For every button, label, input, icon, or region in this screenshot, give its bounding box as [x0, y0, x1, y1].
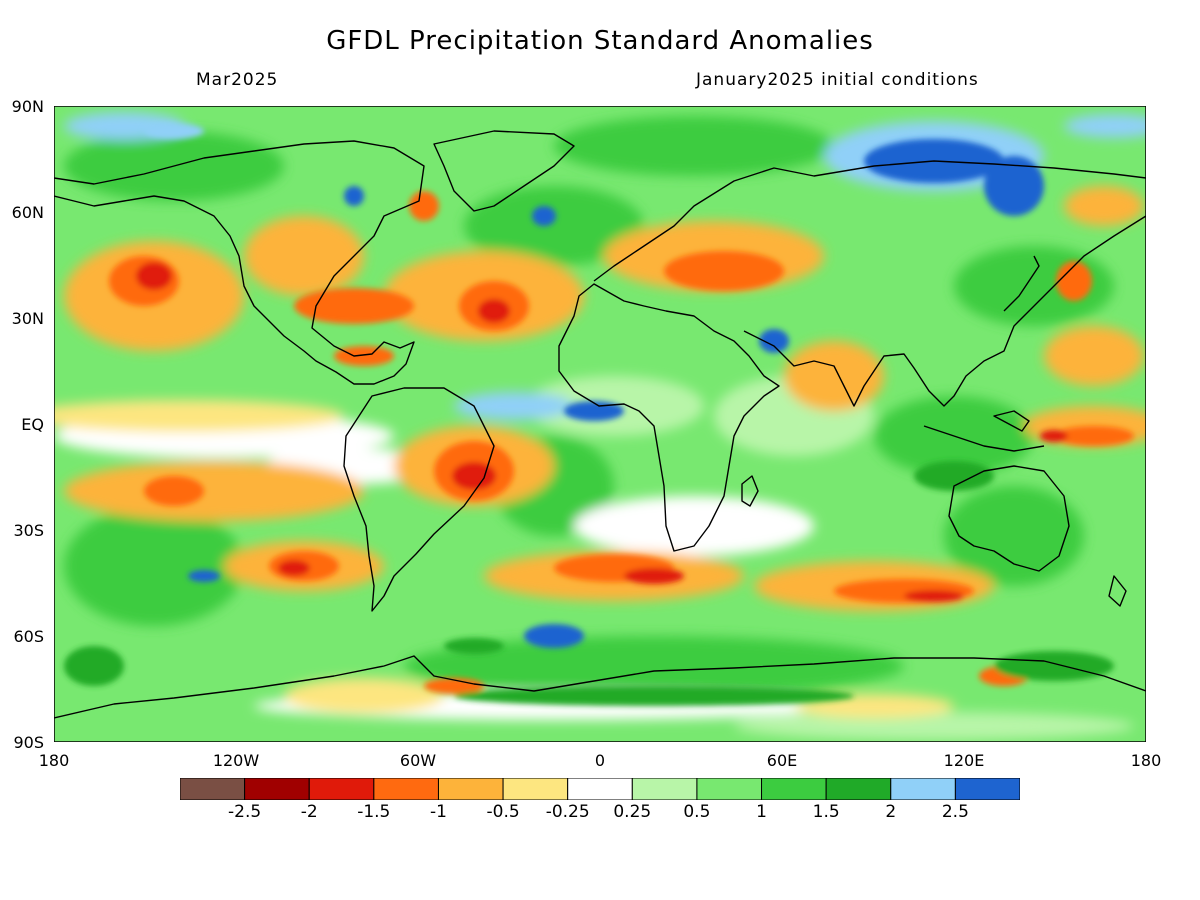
- lon-label-120w: 120W: [212, 751, 260, 770]
- anomaly-shading-detail: [64, 123, 1134, 706]
- colorbar-swatch: [502, 778, 569, 800]
- anomaly-shading-broad: [54, 112, 1146, 740]
- lon-label-120e: 120E: [943, 751, 985, 770]
- lat-label-60s: 60S: [13, 627, 44, 646]
- map-title: GFDL Precipitation Standard Anomalies: [326, 26, 874, 56]
- colorbar-label-0p5: 0.5: [683, 802, 711, 822]
- lat-label-90n: 90N: [11, 97, 44, 116]
- colorbar-label-1p5: 1.5: [812, 802, 840, 822]
- colorbar-label-neg2: -2: [300, 802, 318, 822]
- colorbar-swatch: [954, 778, 1020, 800]
- colorbar-swatch: [631, 778, 698, 800]
- initial-conditions-label: January2025 initial conditions: [696, 70, 979, 90]
- colorbar-swatch: [890, 778, 956, 800]
- colorbar-swatch: [437, 778, 504, 800]
- colorbar-swatch: [244, 778, 310, 800]
- lon-label-180w: 180: [38, 751, 70, 770]
- colorbar-swatch: [373, 778, 439, 800]
- colorbar-swatch: [761, 778, 827, 800]
- lat-label-30n: 30N: [11, 309, 44, 328]
- colorbar: [180, 778, 1020, 800]
- lat-label-eq: EQ: [21, 415, 44, 434]
- lon-label-180e: 180: [1130, 751, 1162, 770]
- colorbar-swatch: [825, 778, 892, 800]
- forecast-month-label: Mar2025: [196, 70, 279, 90]
- lat-label-60n: 60N: [11, 203, 44, 222]
- colorbar-label-0p25: 0.25: [613, 802, 652, 822]
- colorbar-swatch: [696, 778, 763, 800]
- colorbar-swatch: [180, 778, 246, 800]
- colorbar-label-1: 1: [756, 802, 767, 822]
- colorbar-label-neg1p5: -1.5: [357, 802, 391, 822]
- colorbar-swatch: [567, 778, 633, 800]
- colorbar-swatch: [308, 778, 375, 800]
- colorbar-label-neg2p5: -2.5: [228, 802, 262, 822]
- colorbar-label-neg0p25: -0.25: [545, 802, 590, 822]
- colorbar-label-2p5: 2.5: [941, 802, 969, 822]
- coastlines: [54, 130, 1146, 719]
- colorbar-label-neg0p5: -0.5: [486, 802, 520, 822]
- lon-label-0: 0: [594, 751, 606, 770]
- colorbar-label-neg1: -1: [430, 802, 447, 822]
- colorbar-label-2: 2: [885, 802, 897, 822]
- lat-label-90s: 90S: [13, 733, 44, 752]
- precipitation-anomaly-map: [54, 106, 1146, 742]
- lon-label-60e: 60E: [766, 751, 798, 770]
- lat-label-30s: 30S: [13, 521, 44, 540]
- lon-label-60w: 60W: [399, 751, 437, 770]
